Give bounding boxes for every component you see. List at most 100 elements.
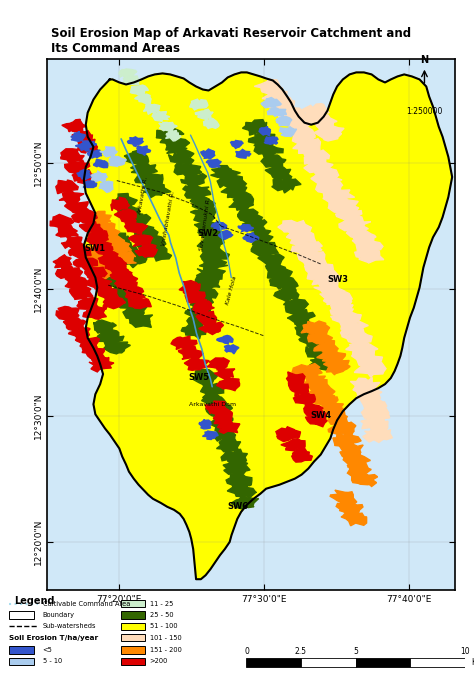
Polygon shape <box>259 126 271 136</box>
Polygon shape <box>125 285 145 300</box>
Bar <box>410 658 465 667</box>
Polygon shape <box>314 124 344 141</box>
Polygon shape <box>343 454 370 467</box>
Bar <box>120 623 145 630</box>
Polygon shape <box>210 165 240 179</box>
Polygon shape <box>314 281 346 295</box>
Polygon shape <box>202 431 218 440</box>
Polygon shape <box>261 98 281 107</box>
Polygon shape <box>79 220 103 232</box>
Polygon shape <box>82 141 97 148</box>
Polygon shape <box>236 149 251 158</box>
Polygon shape <box>68 327 90 342</box>
Polygon shape <box>61 149 84 163</box>
Polygon shape <box>128 137 143 147</box>
Polygon shape <box>56 180 78 194</box>
Polygon shape <box>123 303 147 319</box>
Polygon shape <box>295 320 319 337</box>
Polygon shape <box>194 218 220 232</box>
Polygon shape <box>333 431 361 447</box>
Text: SW6: SW6 <box>228 502 249 511</box>
Polygon shape <box>195 274 220 290</box>
Polygon shape <box>111 198 129 211</box>
Polygon shape <box>317 348 346 364</box>
Polygon shape <box>135 243 157 257</box>
Polygon shape <box>86 230 108 245</box>
Polygon shape <box>190 297 213 311</box>
Polygon shape <box>347 461 371 478</box>
Polygon shape <box>212 410 232 424</box>
Polygon shape <box>78 140 98 154</box>
Polygon shape <box>196 311 217 327</box>
Text: 101 - 150: 101 - 150 <box>149 634 181 641</box>
Polygon shape <box>221 449 247 465</box>
Polygon shape <box>190 195 215 212</box>
Polygon shape <box>144 181 171 198</box>
Polygon shape <box>356 388 382 404</box>
Polygon shape <box>342 332 372 346</box>
Polygon shape <box>64 160 90 175</box>
Polygon shape <box>103 297 126 309</box>
Polygon shape <box>100 147 117 157</box>
Polygon shape <box>118 206 143 220</box>
Bar <box>120 600 145 607</box>
Polygon shape <box>336 502 363 517</box>
Polygon shape <box>197 239 224 253</box>
Polygon shape <box>336 205 362 222</box>
Polygon shape <box>264 137 278 144</box>
Text: Sub-watersheds: Sub-watersheds <box>43 623 96 630</box>
Polygon shape <box>87 211 111 225</box>
Polygon shape <box>201 149 215 159</box>
Text: KM: KM <box>471 658 474 667</box>
Text: Vrishabhavathi R.: Vrishabhavathi R. <box>162 191 176 246</box>
Polygon shape <box>111 242 138 258</box>
Polygon shape <box>278 107 306 125</box>
Polygon shape <box>168 150 194 164</box>
Text: 11 - 25: 11 - 25 <box>149 600 173 607</box>
Polygon shape <box>190 99 208 110</box>
Polygon shape <box>283 299 308 315</box>
Polygon shape <box>166 139 190 154</box>
Bar <box>120 611 145 618</box>
Polygon shape <box>280 127 297 137</box>
Bar <box>120 634 145 641</box>
Text: 51 - 100: 51 - 100 <box>149 623 177 630</box>
Bar <box>9 646 34 654</box>
Polygon shape <box>165 129 181 141</box>
Polygon shape <box>61 237 84 251</box>
Polygon shape <box>113 250 137 263</box>
Polygon shape <box>100 272 130 287</box>
Polygon shape <box>135 94 151 103</box>
Polygon shape <box>152 110 170 121</box>
Polygon shape <box>64 202 88 214</box>
Polygon shape <box>83 181 97 188</box>
Polygon shape <box>72 170 95 184</box>
Polygon shape <box>185 304 210 318</box>
Polygon shape <box>238 207 262 223</box>
Polygon shape <box>96 262 123 278</box>
Polygon shape <box>65 275 88 290</box>
Polygon shape <box>304 402 323 416</box>
Polygon shape <box>243 218 267 233</box>
Text: Suvarnamukhi R.: Suvarnamukhi R. <box>199 198 211 251</box>
Polygon shape <box>96 286 118 300</box>
Polygon shape <box>183 186 211 199</box>
Polygon shape <box>191 207 216 223</box>
Polygon shape <box>77 297 98 310</box>
Polygon shape <box>128 235 153 246</box>
Polygon shape <box>70 285 93 299</box>
Polygon shape <box>50 214 73 228</box>
Polygon shape <box>306 343 332 359</box>
Polygon shape <box>105 240 131 255</box>
Polygon shape <box>321 401 344 416</box>
Text: 5 - 10: 5 - 10 <box>43 658 62 664</box>
Polygon shape <box>156 128 184 143</box>
Polygon shape <box>85 266 107 280</box>
Text: N: N <box>420 54 428 65</box>
Polygon shape <box>191 285 218 300</box>
Polygon shape <box>159 122 177 131</box>
Polygon shape <box>307 270 340 285</box>
Polygon shape <box>214 367 235 381</box>
Polygon shape <box>261 155 286 168</box>
Text: Soil Erosion Map of Arkavati Reservoir Catchment and
Its Command Areas: Soil Erosion Map of Arkavati Reservoir C… <box>52 27 411 55</box>
